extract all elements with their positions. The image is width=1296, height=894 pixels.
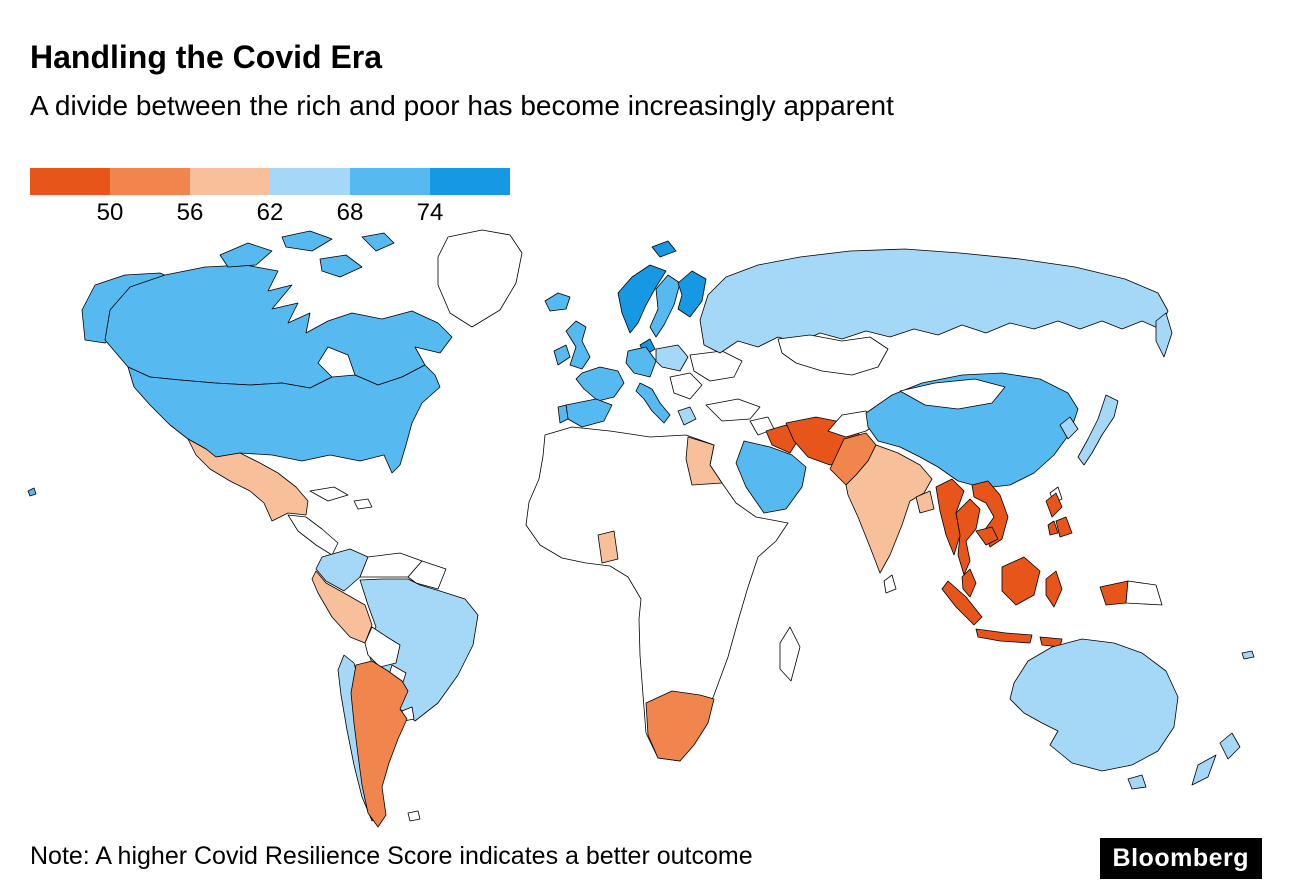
country-cuba — [309, 486, 349, 502]
legend-swatch — [110, 168, 190, 195]
country-papua-new-guinea — [1125, 580, 1163, 606]
country-italy — [635, 382, 671, 424]
country-argentina — [350, 660, 409, 828]
country-sweden — [649, 274, 681, 338]
country-greece — [677, 406, 697, 426]
country-greenland — [437, 229, 523, 328]
country-russia-kamchatka — [1155, 312, 1173, 358]
country-poland — [655, 344, 689, 372]
country-indonesia-java — [975, 628, 1033, 644]
color-legend: 50 56 62 68 74 — [30, 168, 510, 227]
chart-header: Handling the Covid Era A divide between … — [30, 39, 894, 123]
country-bangladesh — [915, 490, 935, 514]
chart-subtitle: A divide between the rich and poor has b… — [30, 90, 894, 122]
country-russia — [699, 248, 1169, 354]
country-south-africa — [645, 690, 715, 762]
world-map-svg — [27, 229, 1255, 828]
legend-swatch — [270, 168, 350, 195]
country-hispaniola — [353, 498, 373, 510]
country-canada-arctic-4 — [361, 232, 395, 252]
country-spain — [565, 398, 613, 428]
legend-swatch — [350, 168, 430, 195]
country-canada-arctic-2 — [281, 230, 333, 252]
country-saudi-arabia — [735, 440, 807, 514]
country-uk — [565, 320, 591, 370]
country-norway — [617, 264, 667, 334]
legend-swatch — [30, 168, 110, 195]
country-malaysia — [961, 568, 977, 598]
country-australia — [1009, 638, 1179, 772]
country-indonesia-sulawesi — [1045, 570, 1063, 608]
country-iceland — [544, 292, 571, 312]
country-ireland — [553, 344, 571, 366]
bloomberg-logo: Bloomberg — [1099, 838, 1262, 879]
country-madagascar — [779, 626, 801, 682]
country-sri-lanka — [883, 574, 897, 594]
country-mexico — [187, 438, 309, 522]
country-new-zealand-north — [1219, 732, 1241, 760]
country-usa-hawaii — [27, 487, 37, 497]
country-vietnam — [971, 480, 1009, 548]
country-france — [575, 366, 625, 402]
country-egypt — [685, 436, 723, 486]
country-indonesia-borneo — [1001, 556, 1041, 606]
country-colombia — [315, 548, 369, 592]
country-japan — [1077, 394, 1119, 466]
country-norway-svalbard — [651, 240, 677, 258]
legend-ticks: 50 56 62 68 74 — [30, 195, 510, 227]
country-new-zealand-south — [1191, 754, 1217, 786]
legend-tick-label: 74 — [416, 199, 444, 226]
country-mongolia — [899, 378, 1006, 410]
country-canada-arctic-3 — [319, 254, 363, 278]
legend-bar — [30, 168, 510, 195]
country-philippines-2 — [1055, 516, 1073, 538]
country-finland — [677, 270, 707, 318]
country-canada-arctic-1 — [219, 242, 273, 268]
region-central-asia — [777, 334, 889, 376]
region-guyanas — [407, 560, 447, 590]
country-bolivia — [364, 626, 401, 668]
legend-tick-label: 56 — [176, 199, 204, 226]
legend-swatch — [430, 168, 510, 195]
country-philippines-1 — [1045, 492, 1063, 518]
legend-tick-label: 62 — [256, 199, 284, 226]
country-canada — [104, 264, 453, 389]
country-indonesia-west-papua — [1099, 580, 1129, 606]
country-thailand — [955, 498, 981, 576]
region-falklands — [407, 810, 421, 822]
country-ghana — [597, 530, 619, 564]
region-central-america — [287, 514, 339, 556]
region-balkans — [669, 372, 703, 400]
chart-title: Handling the Covid Era — [30, 39, 383, 75]
country-philippines-3 — [1047, 520, 1059, 536]
country-australia-tasmania — [1127, 774, 1147, 790]
country-south-korea — [1059, 416, 1079, 440]
chart-note: Note: A higher Covid Resilience Score in… — [30, 842, 753, 870]
country-portugal — [557, 404, 569, 424]
world-map — [10, 225, 1290, 845]
country-turkey — [705, 398, 761, 422]
country-cambodia — [975, 526, 999, 546]
country-indonesia-sumatra — [941, 580, 983, 626]
country-ukraine — [689, 350, 743, 382]
legend-tick-label: 50 — [96, 199, 124, 226]
legend-swatch — [190, 168, 270, 195]
legend-tick-label: 68 — [336, 199, 364, 226]
country-new-caledonia — [1241, 650, 1255, 660]
country-germany — [625, 346, 657, 378]
